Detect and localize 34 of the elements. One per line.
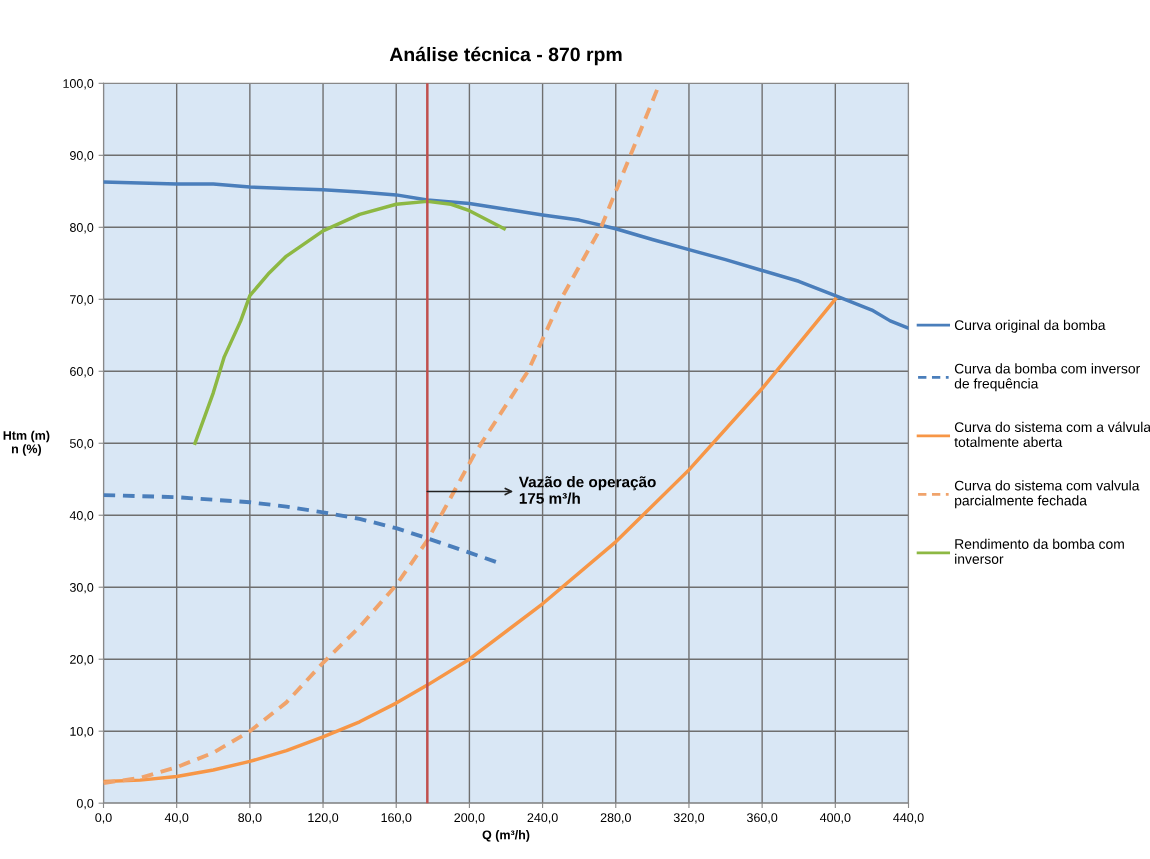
x-tick-label: 400,0 [819, 813, 851, 824]
x-tick-label: 40,0 [164, 813, 189, 824]
y-tick-label: 30,0 [69, 583, 94, 594]
chart-title: Análise técnica - 870 rpm [389, 46, 622, 66]
legend-label: Curva do sistema com valvula parcialmente fechada [954, 480, 1140, 509]
line-series [103, 297, 838, 784]
x-tick-label: 440,0 [893, 813, 924, 824]
x-axis-title: Q (m³/h) [482, 830, 530, 842]
y-tick-label: 0,0 [76, 798, 94, 810]
line-series [193, 199, 506, 445]
y-tick-label: 60,0 [70, 367, 94, 378]
y-tick-label: 20,0 [70, 655, 94, 666]
x-tick-label: 80,0 [238, 813, 262, 824]
x-tick-label: 160,0 [381, 813, 412, 824]
y-axis-title: Htm (m) n (%) [3, 430, 50, 456]
x-tick-label: 320,0 [673, 813, 705, 824]
legend-label: Curva da bomba com inversor de frequência [954, 363, 1140, 392]
y-tick-label: 50,0 [69, 439, 94, 450]
x-tick-label: 200,0 [454, 813, 485, 824]
legend-label: Rendimento da bomba com inversor [955, 538, 1124, 564]
x-tick-label: 360,0 [746, 813, 778, 824]
y-tick-label: 10,0 [70, 726, 94, 738]
legend-label: Curva original da bomba [954, 319, 1106, 333]
y-tick-label: 100,0 [63, 79, 94, 90]
x-tick-label: 0,0 [95, 813, 112, 824]
x-tick-label: 240,0 [527, 813, 558, 824]
x-tick-label: 280,0 [600, 813, 631, 824]
line-series [103, 180, 909, 330]
y-tick-label: 80,0 [69, 223, 94, 234]
y-tick-label: 40,0 [69, 511, 94, 522]
annotation: Vazão de operação 175 m³/h [518, 476, 656, 504]
y-tick-label: 90,0 [70, 151, 94, 162]
x-tick-label: 120,0 [308, 813, 339, 824]
y-tick-label: 70,0 [70, 295, 94, 306]
